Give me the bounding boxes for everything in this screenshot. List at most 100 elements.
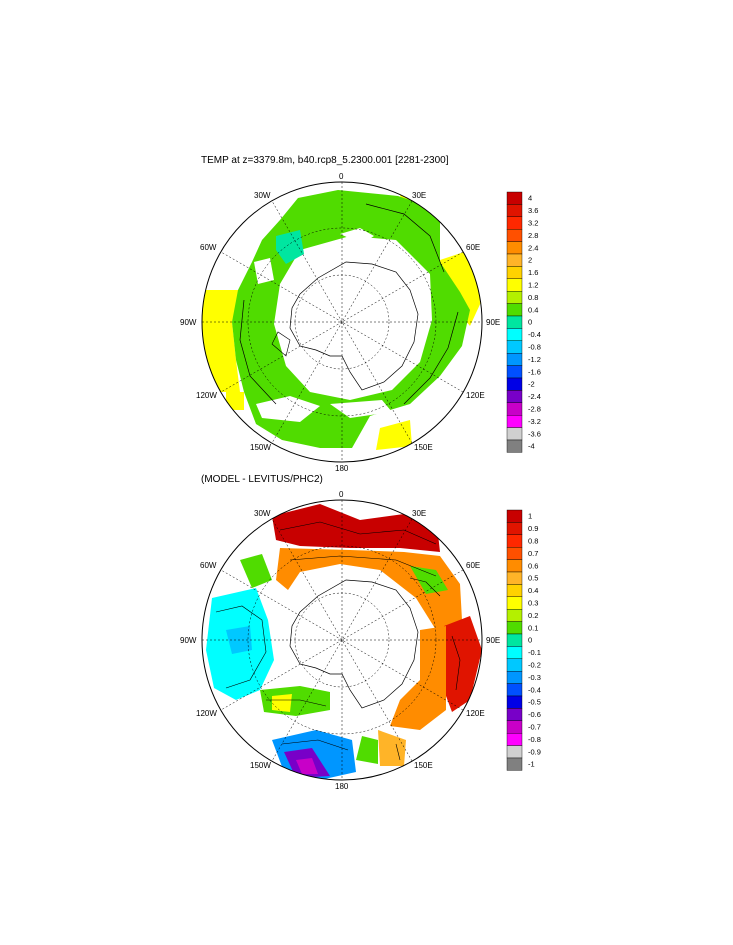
colorbar-label: 0.2 (528, 611, 538, 620)
colorbar-swatch (506, 509, 523, 523)
colorbar-label: 0.9 (528, 524, 538, 533)
colorbar-swatch (506, 191, 523, 205)
colorbar-label: -1.2 (528, 355, 541, 364)
lon-label-150e: 150E (414, 761, 433, 770)
colorbar-swatch (506, 658, 523, 672)
colorbar-swatch (506, 745, 523, 759)
lon-label-60e: 60E (466, 561, 480, 570)
panel-bottom-title: (MODEL - LEVITUS/PHC2) (201, 474, 323, 485)
colorbar-swatch (506, 695, 523, 709)
colorbar-label: 0.1 (528, 623, 538, 632)
colorbar-label: -0.2 (528, 661, 541, 670)
colorbar-label: 1 (528, 512, 532, 521)
colorbar-label: -0.8 (528, 343, 541, 352)
colorbar-swatch (506, 241, 523, 255)
colorbar-swatch (506, 683, 523, 697)
colorbar-swatch (506, 733, 523, 746)
colorbar-swatch (506, 646, 523, 660)
colorbar-swatch (506, 266, 523, 279)
colorbar-swatch (506, 204, 523, 217)
lon-label-30w: 30W (254, 509, 271, 518)
colorbar-swatch (506, 757, 523, 771)
colorbar-label: 0 (528, 636, 532, 645)
colorbar-label: 2 (528, 256, 532, 265)
colorbar-label: 0 (528, 318, 532, 327)
lon-label-30w: 30W (254, 191, 271, 200)
lon-label-60w: 60W (200, 243, 217, 252)
lon-label-180: 180 (335, 464, 349, 473)
colorbar-swatch (506, 633, 523, 647)
colorbar-label: 4 (528, 194, 532, 203)
lon-label-0: 0 (339, 172, 344, 181)
colorbar-label: -0.8 (528, 735, 541, 744)
lon-label-0: 0 (339, 490, 344, 499)
colorbar-label: -0.4 (528, 330, 541, 339)
colorbar-swatch (506, 522, 523, 536)
colorbar-swatch (506, 228, 523, 242)
colorbar-swatch (506, 365, 523, 379)
colorbar-label: 2.4 (528, 243, 538, 252)
colorbar-swatch (506, 315, 523, 329)
polar-map-bottom: 0 30E 60E 90E 120E 150E 180 150W 120W 90… (180, 490, 500, 791)
colorbar-swatch (506, 303, 523, 317)
lon-label-150w: 150W (250, 761, 271, 770)
colorbar-swatch (506, 340, 523, 354)
lon-label-150w: 150W (250, 443, 271, 452)
lon-label-150e: 150E (414, 443, 433, 452)
lon-label-90w: 90W (180, 318, 197, 327)
colorbar-label: -2.4 (528, 392, 541, 401)
colorbar-swatch (506, 427, 523, 441)
colorbar-swatch (506, 402, 523, 416)
colorbar-swatch (506, 571, 523, 585)
colorbar-swatch (506, 708, 523, 722)
colorbar-swatch (506, 671, 523, 684)
colorbar-label: -0.5 (528, 698, 541, 707)
colorbar-swatch (506, 584, 523, 598)
colorbar-label: -3.6 (528, 429, 541, 438)
colorbar-label: -2 (528, 380, 535, 389)
colorbar-swatch (506, 291, 523, 304)
colorbar-swatch (506, 390, 523, 403)
colorbar-swatch (506, 353, 523, 366)
colorbar-label: 3.2 (528, 219, 538, 228)
colorbar-swatch (506, 328, 523, 341)
colorbar-swatch (506, 377, 523, 391)
colorbar-swatch (506, 278, 523, 292)
lon-label-60e: 60E (466, 243, 480, 252)
lon-label-120w: 120W (196, 709, 217, 718)
colorbar-swatch (506, 559, 523, 573)
colorbar-label: 1.6 (528, 268, 538, 277)
colorbar-swatch (506, 720, 523, 734)
polar-map-top: 0 30E 60E 90E 120E 150E 180 150W 120W 90… (180, 172, 500, 473)
colorbar-label: -0.6 (528, 710, 541, 719)
colorbar-label: 0.4 (528, 586, 538, 595)
colorbar-label: 0.4 (528, 305, 538, 314)
lon-label-90e: 90E (486, 318, 500, 327)
colorbar-label: -3.2 (528, 417, 541, 426)
colorbar-label: -1.6 (528, 367, 541, 376)
colorbar-swatch (506, 621, 523, 635)
colorbar-label: -0.4 (528, 685, 541, 694)
colorbar-label: -0.1 (528, 648, 541, 657)
colorbar-swatch (506, 534, 523, 548)
colorbar-label: -1 (528, 760, 535, 769)
colorbar-label: 0.8 (528, 293, 538, 302)
colorbar-label: 1.2 (528, 281, 538, 290)
colorbar-label: -4 (528, 442, 535, 451)
colorbar-label: -0.7 (528, 723, 541, 732)
colorbar-label: 0.6 (528, 561, 538, 570)
lon-label-120w: 120W (196, 391, 217, 400)
colorbar-swatch (506, 415, 523, 428)
colorbar-label: 0.8 (528, 537, 538, 546)
lon-label-90w: 90W (180, 636, 197, 645)
colorbar-label: -0.3 (528, 673, 541, 682)
lon-label-60w: 60W (200, 561, 217, 570)
lon-label-30e: 30E (412, 191, 426, 200)
colorbar-label: -2.8 (528, 405, 541, 414)
colorbar-swatch (506, 216, 523, 230)
colorbar-swatch (506, 547, 523, 560)
lon-label-30e: 30E (412, 509, 426, 518)
colorbar-swatch (506, 253, 523, 267)
colorbar-swatch (506, 596, 523, 610)
lon-label-90e: 90E (486, 636, 500, 645)
